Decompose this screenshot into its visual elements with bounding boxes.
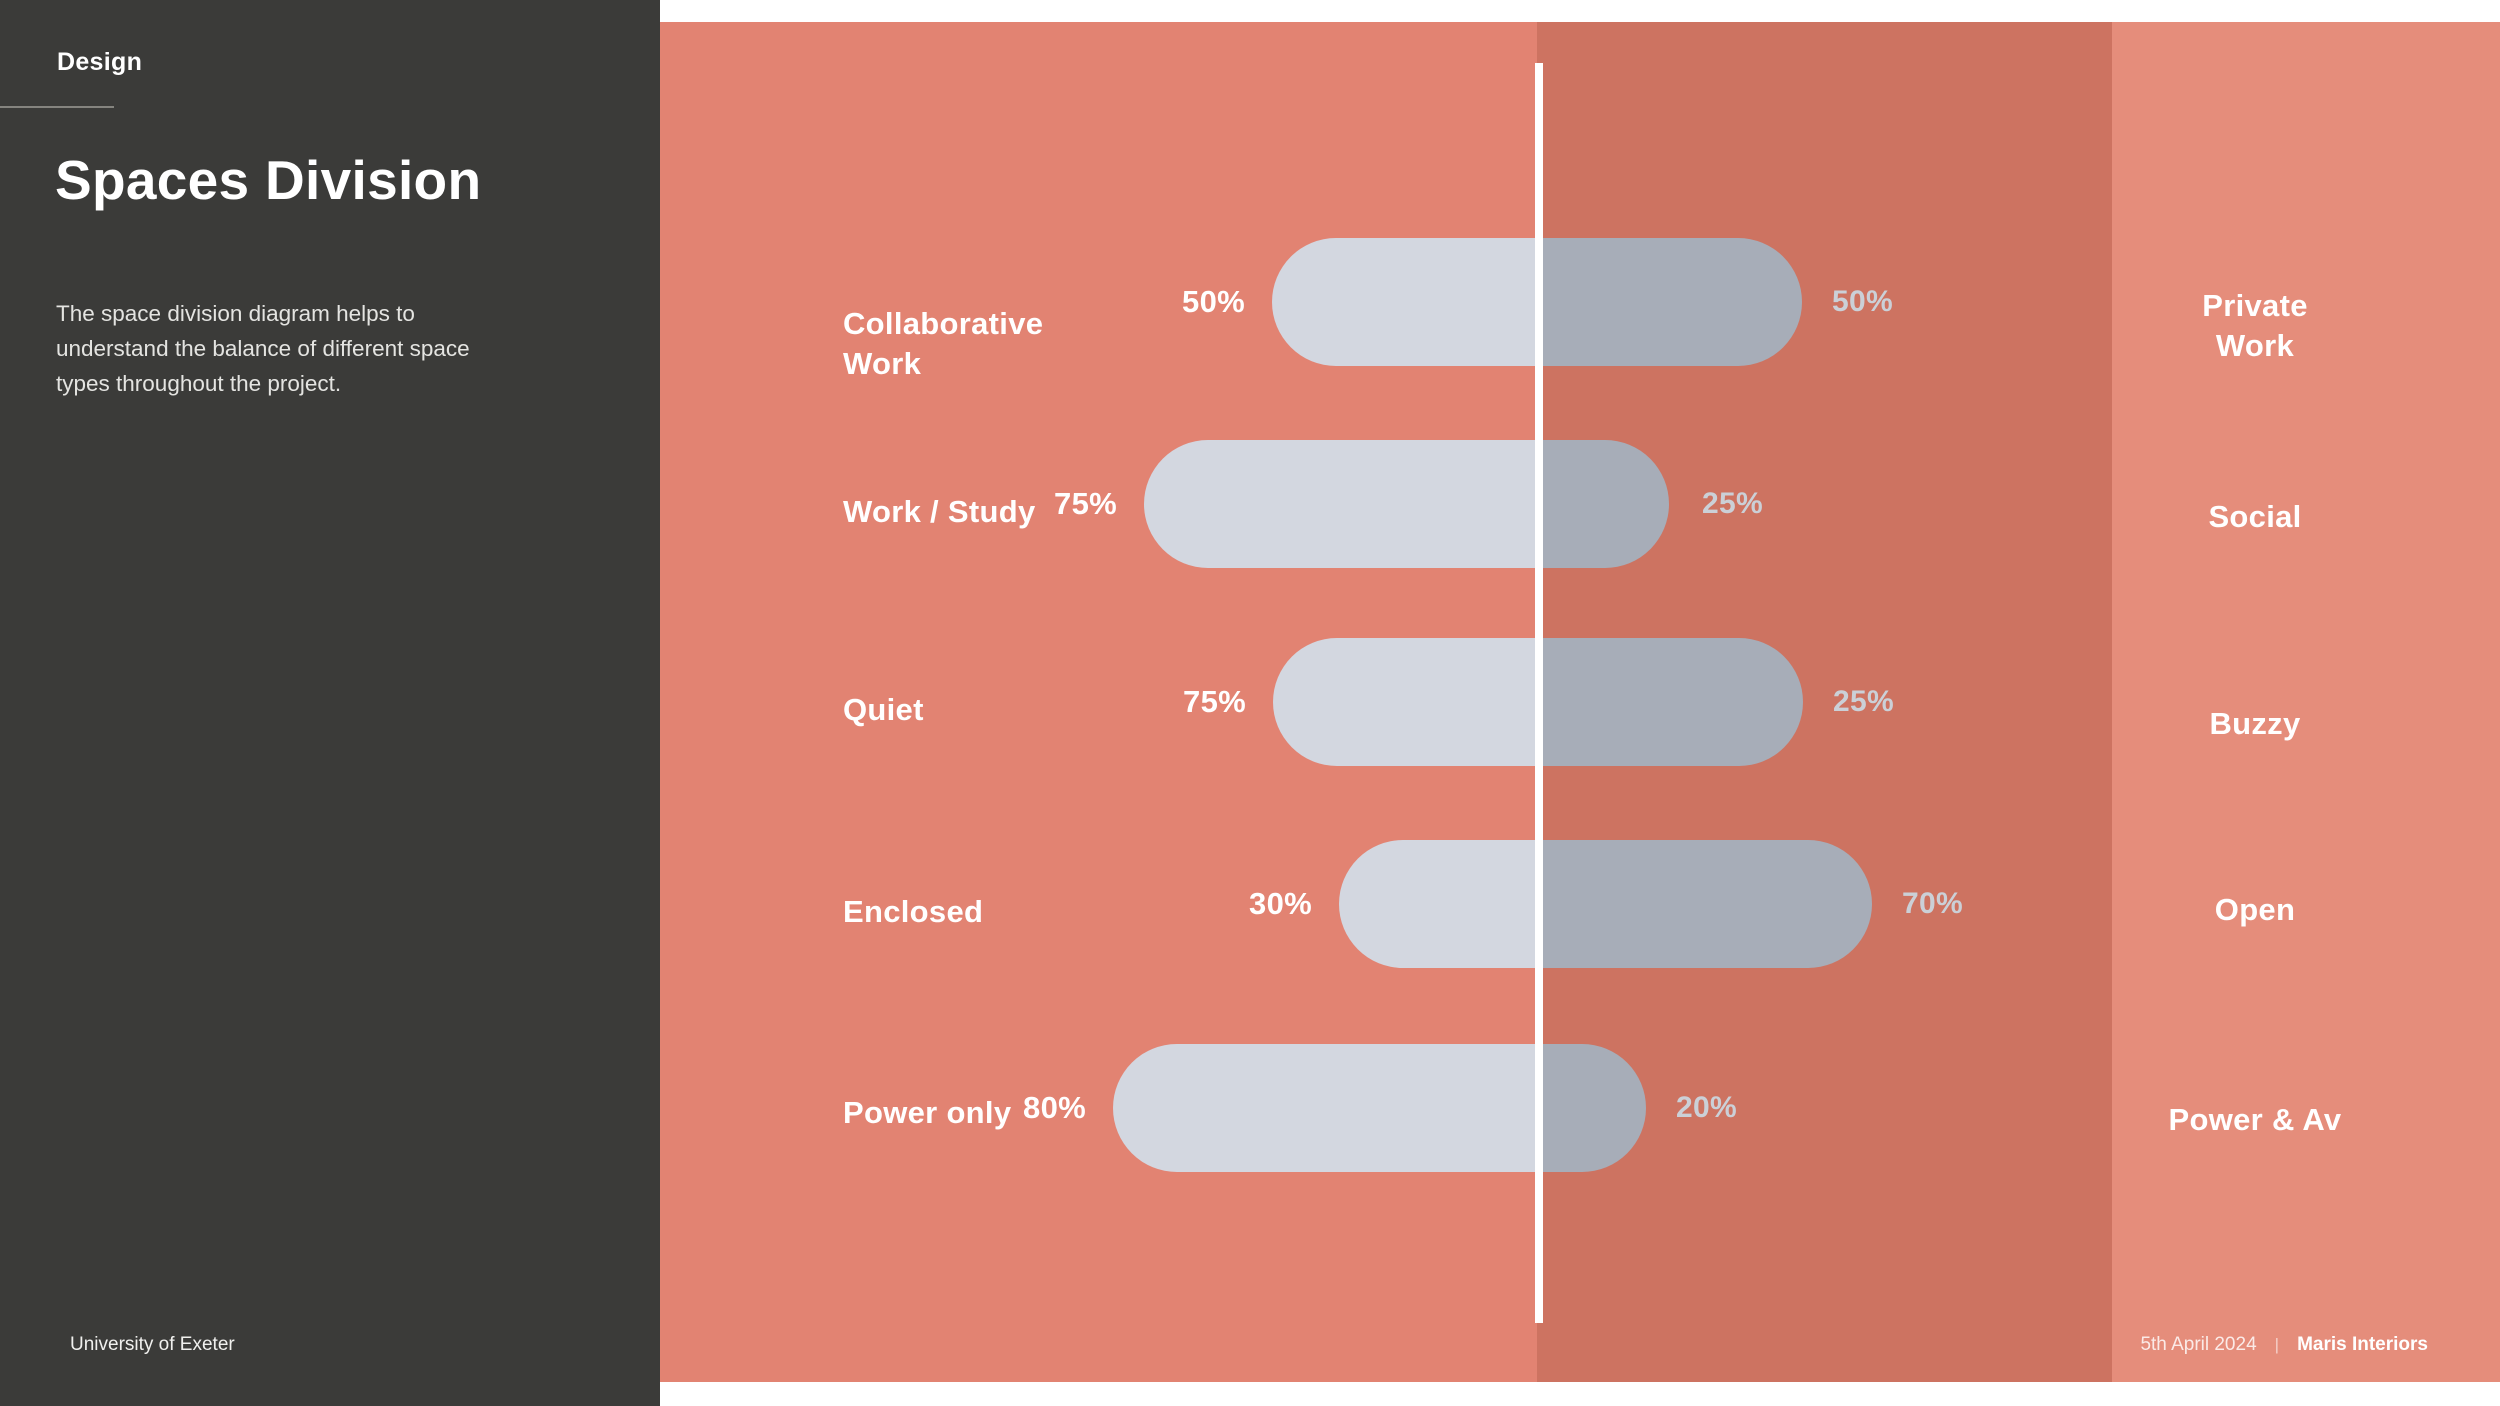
bar-right-segment — [1537, 1044, 1646, 1172]
bar-power-only — [1113, 1044, 1646, 1172]
slide-description: The space division diagram helps to unde… — [56, 301, 470, 396]
slide-footer: 5th April 2024 | Maris Interiors — [2140, 1334, 2428, 1356]
bar-enclosed — [1339, 840, 1872, 968]
category-label: Work / Study — [843, 494, 1036, 529]
left-value: 30% — [1249, 886, 1312, 921]
category-label: Quiet — [843, 692, 924, 727]
right-category-label: Private Work — [2202, 288, 2308, 363]
right-category-label: Buzzy — [2209, 706, 2301, 741]
right-value: 50% — [1832, 285, 1893, 318]
footer-separator: | — [2274, 1335, 2280, 1354]
right-category-label: Social — [2208, 499, 2302, 534]
right-value: 25% — [1702, 487, 1763, 520]
left-value: 80% — [1023, 1090, 1086, 1125]
right-value: 70% — [1902, 887, 1963, 920]
bar-right-segment — [1537, 238, 1802, 366]
center-divider-line — [1535, 63, 1543, 1323]
client-name: University of Exeter — [70, 1334, 235, 1355]
page-title: Spaces Division — [55, 149, 482, 211]
bar-left-segment — [1113, 1044, 1537, 1172]
bar-left-segment — [1339, 840, 1537, 968]
category-label: Power only — [843, 1095, 1012, 1130]
bar-right-segment — [1537, 440, 1669, 568]
right-value: 25% — [1833, 685, 1894, 718]
left-value: 75% — [1183, 684, 1246, 719]
bar-left-segment — [1144, 440, 1537, 568]
chart-area: Collaborative Work 50% 50% Private Work … — [660, 22, 2500, 1382]
sidebar: Design Spaces Division The space divisio… — [0, 0, 660, 1406]
right-category-label: Open — [2214, 892, 2296, 927]
category-label: Enclosed — [843, 894, 984, 929]
bar-collaborative-work — [1272, 238, 1802, 366]
bar-right-segment — [1537, 840, 1872, 968]
right-band — [2112, 22, 2500, 1382]
bar-work-study — [1144, 440, 1669, 568]
eyebrow-underline — [0, 106, 114, 108]
bar-left-segment — [1273, 638, 1537, 766]
left-value: 75% — [1054, 486, 1117, 521]
category-label: Collaborative Work — [843, 306, 1044, 381]
footer-brand: Maris Interiors — [2297, 1334, 2428, 1355]
section-eyebrow: Design — [57, 48, 143, 76]
footer-date: 5th April 2024 — [2140, 1334, 2257, 1355]
left-value: 50% — [1182, 284, 1245, 319]
right-category-label: Power & Av — [2168, 1102, 2342, 1137]
bar-right-segment — [1537, 638, 1803, 766]
bar-left-segment — [1272, 238, 1537, 366]
right-value: 20% — [1676, 1091, 1737, 1124]
bar-quiet — [1273, 638, 1803, 766]
